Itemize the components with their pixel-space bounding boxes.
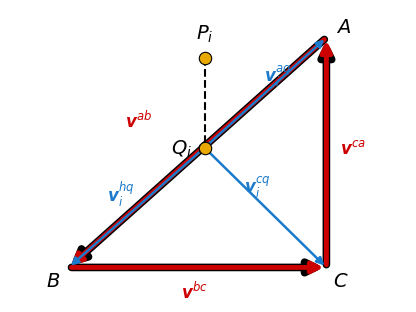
Text: $\boldsymbol{v}_i^{hq}$: $\boldsymbol{v}_i^{hq}$ bbox=[107, 180, 135, 209]
Text: $Q_i$: $Q_i$ bbox=[171, 139, 192, 160]
Text: $\boldsymbol{v}^{ab}$: $\boldsymbol{v}^{ab}$ bbox=[125, 110, 152, 132]
Text: $A$: $A$ bbox=[336, 18, 352, 37]
Text: $\boldsymbol{v}_i^{cq}$: $\boldsymbol{v}_i^{cq}$ bbox=[244, 174, 270, 200]
Text: $\boldsymbol{v}^{ca}$: $\boldsymbol{v}^{ca}$ bbox=[340, 140, 366, 158]
Point bbox=[201, 56, 208, 61]
Text: $\boldsymbol{v}^{bc}$: $\boldsymbol{v}^{bc}$ bbox=[181, 281, 208, 302]
Text: $\boldsymbol{v}_i^{aq}$: $\boldsymbol{v}_i^{aq}$ bbox=[264, 63, 291, 89]
Text: $C$: $C$ bbox=[332, 272, 348, 291]
Text: $P_i$: $P_i$ bbox=[196, 23, 213, 45]
Point bbox=[201, 145, 208, 150]
Text: $B$: $B$ bbox=[46, 272, 60, 291]
